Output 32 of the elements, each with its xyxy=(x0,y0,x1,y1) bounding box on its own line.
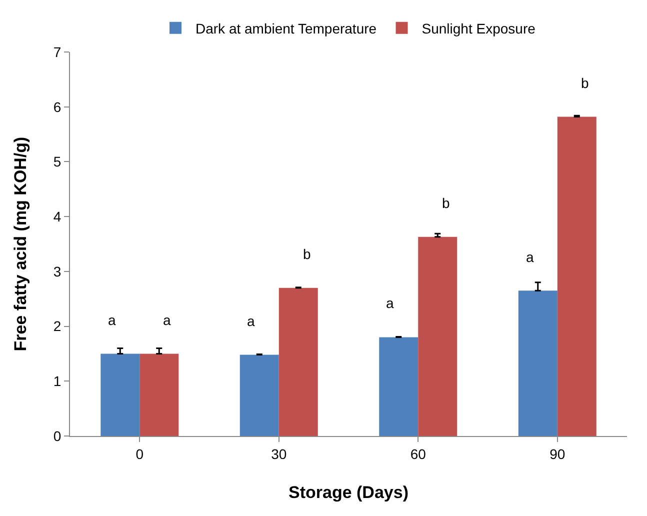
annotation: a xyxy=(386,295,394,311)
bar xyxy=(240,354,279,436)
y-tick-label: 0 xyxy=(53,428,62,444)
bar xyxy=(418,236,458,436)
y-tick-label: 2 xyxy=(53,318,62,334)
annotation: a xyxy=(247,313,255,329)
bar xyxy=(140,354,179,436)
annotation: a xyxy=(108,312,116,328)
bar xyxy=(100,354,140,436)
annotation: a xyxy=(526,249,534,265)
bar xyxy=(557,116,596,436)
x-tick-label: 60 xyxy=(410,446,426,462)
bar xyxy=(379,337,418,436)
annotation: a xyxy=(163,312,171,328)
annotation: b xyxy=(581,75,589,91)
y-tick-label: 7 xyxy=(53,44,62,60)
y-tick-label: 4 xyxy=(53,208,62,224)
x-tick-label: 0 xyxy=(136,446,144,462)
y-tick-label: 1 xyxy=(53,373,62,390)
y-tick-label: 3 xyxy=(53,263,62,280)
x-tick-label: 90 xyxy=(550,446,566,462)
y-tick-label: 5 xyxy=(53,154,62,170)
legend-label: Sunlight Exposure xyxy=(422,20,536,36)
legend-label: Dark at ambient Temperature xyxy=(196,20,377,36)
annotation: b xyxy=(303,246,311,262)
annotation: b xyxy=(442,195,450,211)
bar xyxy=(278,288,318,436)
x-axis-title: Storage (Days) xyxy=(288,483,408,502)
y-tick-label: 6 xyxy=(53,98,62,115)
x-tick-label: 30 xyxy=(271,446,287,462)
y-axis-title: Free fatty acid (mg KOH/g) xyxy=(11,136,30,352)
bar xyxy=(518,290,558,436)
